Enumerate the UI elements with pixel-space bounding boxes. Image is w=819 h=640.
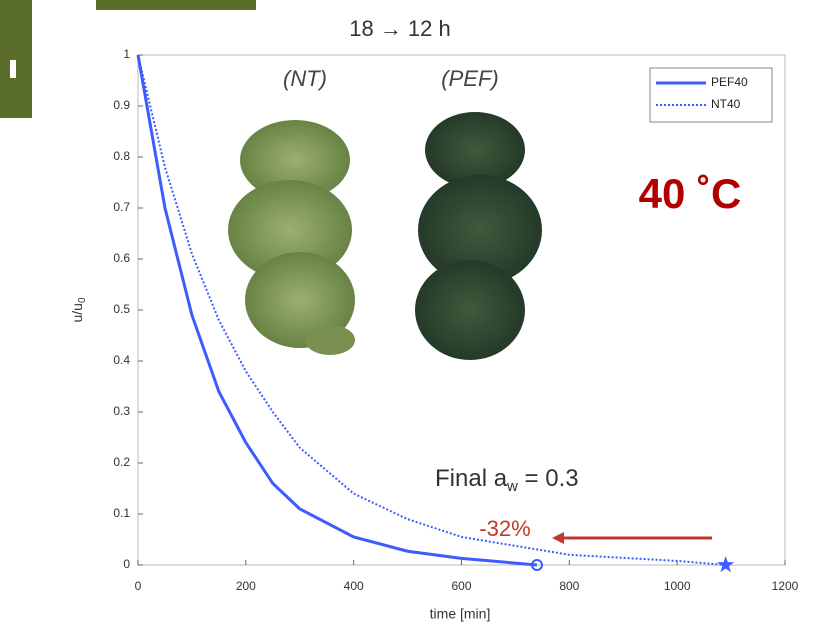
- x-axis-label: time [min]: [430, 606, 491, 622]
- legend: PEF40 NT40: [649, 67, 773, 123]
- y-tick-label: 1: [123, 47, 130, 61]
- logo-mark: [10, 60, 16, 78]
- chart-title: 18 → 12 h: [349, 16, 451, 41]
- y-tick-label: 0.1: [113, 506, 130, 520]
- pef-photo: [415, 112, 542, 360]
- logo-fragment: [0, 0, 32, 118]
- photo-label: (NT): [283, 66, 327, 91]
- y-tick-label: 0.5: [113, 302, 130, 316]
- text: u/u: [69, 303, 85, 322]
- arrow-head: [552, 532, 564, 544]
- y-tick-label: 0.8: [113, 149, 130, 163]
- x-tick-label: 1200: [772, 579, 799, 593]
- x-tick-label: 200: [236, 579, 256, 593]
- series-line: [136, 54, 538, 567]
- text: = 0.3: [518, 465, 579, 492]
- end-marker: [530, 559, 543, 571]
- nt-photo: [228, 120, 355, 355]
- y-axis-label: u/u0: [69, 297, 88, 322]
- y-tick-label: 0.2: [113, 455, 130, 469]
- legend-box: [649, 67, 773, 123]
- photo-label: (PEF): [441, 66, 498, 91]
- y-tick-label: 0.9: [113, 98, 130, 112]
- end-marker: [717, 556, 735, 573]
- reduction-label: -32%: [479, 516, 530, 541]
- x-tick-label: 800: [559, 579, 579, 593]
- y-tick-label: 0.7: [113, 200, 130, 214]
- final-aw-label: Final aw = 0.3: [435, 465, 579, 495]
- y-tick-label: 0.6: [113, 251, 130, 265]
- y-tick-label: 0.3: [113, 404, 130, 418]
- series-line: [137, 54, 726, 566]
- y-tick-label: 0: [123, 557, 130, 571]
- subscript: w: [506, 478, 518, 495]
- legend-label: PEF40: [711, 75, 748, 89]
- temperature-label: 40 ˚C: [639, 170, 742, 217]
- legend-label: NT40: [711, 97, 741, 111]
- x-tick-label: 1000: [664, 579, 691, 593]
- text: Final a: [435, 465, 508, 492]
- logo-fragment: [96, 0, 256, 10]
- y-tick-label: 0.4: [113, 353, 130, 367]
- x-tick-label: 400: [344, 579, 364, 593]
- subscript: 0: [77, 297, 88, 303]
- x-tick-label: 600: [451, 579, 471, 593]
- x-tick-label: 0: [135, 579, 142, 593]
